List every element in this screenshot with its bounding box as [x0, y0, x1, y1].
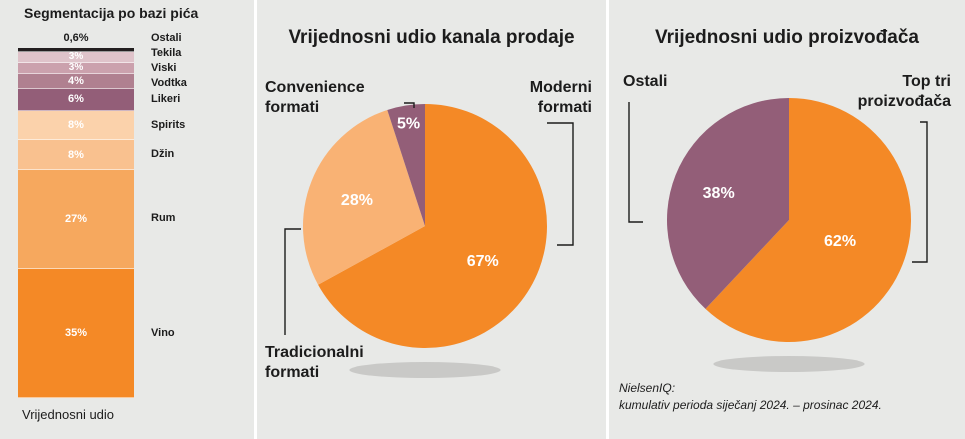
segment-bar-vodtka: 4% — [18, 74, 134, 89]
leader-line — [628, 102, 643, 223]
modern-callout: Moderni formati — [530, 78, 592, 118]
segment-value-label: 35% — [64, 327, 88, 340]
convenience-callout: Convenience formati — [265, 78, 365, 118]
segment-category-label: Vodtka — [151, 77, 187, 89]
pie-shadow — [713, 356, 865, 372]
channel-panel: Vrijednosni udio kanala prodaje 67% 28% 5%… — [257, 0, 606, 439]
segment-category-label: Ostali — [151, 32, 182, 44]
pie-slice-label: 62% — [824, 233, 856, 250]
traditional-callout-line: Tradicionalni — [265, 344, 364, 361]
segment-category-label: Viski — [151, 62, 177, 74]
modern-callout-line: formati — [537, 99, 592, 116]
traditional-callout-line: formati — [265, 364, 320, 381]
convenience-callout-line: formati — [265, 99, 320, 116]
segment-value-label: 27% — [64, 212, 88, 225]
source-note: NielsenIQ: kumulativ perioda siječanj 20… — [619, 380, 882, 414]
producer-pie-chart: 62% 38% — [628, 98, 928, 372]
source-line: kumulativ perioda siječanj 2024. – prosi… — [619, 398, 882, 412]
segment-bar-likeri: 6% — [18, 88, 134, 111]
pie-shadow — [349, 362, 501, 378]
segmentation-footer: Vrijednosni udio — [22, 407, 115, 422]
others-callout-line: Ostali — [623, 73, 668, 90]
source-line: NielsenIQ: — [619, 381, 676, 395]
leader-line — [404, 102, 415, 108]
pie-slice — [667, 98, 789, 309]
segment-bar-ostali — [18, 48, 134, 52]
segment-value-label: 0,6% — [63, 32, 89, 44]
top3-callout: Top tri proizvođača — [858, 72, 951, 112]
segment-value-label: 3% — [68, 50, 84, 62]
pie-slice — [387, 104, 425, 226]
producer-panel: Vrijednosni udio proizvođača 62% 38% Osta… — [609, 0, 965, 439]
segment-category-label: Džin — [151, 148, 175, 161]
segment-category-label: Tekila — [151, 47, 182, 59]
leader-line — [284, 228, 301, 335]
segment-value-label: 8% — [68, 119, 84, 132]
segment-bar-vino: 35% — [18, 269, 134, 398]
segment-bar-rum: 27% — [18, 169, 134, 270]
pie-slice — [303, 109, 425, 285]
pie-slice-label: 67% — [467, 253, 499, 270]
top3-callout-line: proizvođača — [857, 93, 951, 110]
segmentation-panel: Segmentacija po bazi pića 3% 3% 4% 6% 8% 8% 27… — [0, 0, 254, 439]
leader-line — [547, 122, 574, 246]
segment-category-label: Vino — [151, 326, 175, 339]
segment-value-label: 3% — [68, 62, 84, 74]
pie-slice-label: 38% — [703, 185, 735, 202]
modern-callout-line: Moderni — [529, 79, 592, 96]
segment-category-label: Rum — [151, 212, 176, 225]
segment-bar-tekila: 3% — [18, 50, 134, 63]
channel-pie-chart: 67% 28% 5% — [284, 102, 574, 378]
segment-category-label: Spirits — [151, 118, 186, 131]
segment-bar-spirits: 8% — [18, 110, 134, 141]
segment-value-label: 8% — [68, 148, 84, 161]
segment-value-label: 4% — [68, 74, 84, 87]
segment-value-label: 6% — [68, 93, 84, 106]
producer-title: Vrijednosni udio proizvođača — [655, 27, 919, 48]
segment-category-label: Likeri — [151, 92, 181, 105]
segmentation-title: Segmentacija po bazi pića — [24, 5, 199, 21]
channel-title: Vrijednosni udio kanala prodaje — [288, 27, 575, 48]
pie-slice — [705, 98, 911, 343]
others-callout: Ostali — [623, 72, 667, 92]
pie-slice — [318, 104, 547, 348]
leader-line — [912, 121, 928, 263]
traditional-callout: Tradicionalni formati — [265, 343, 364, 383]
segment-bar-viski: 3% — [18, 62, 134, 75]
segment-bar-džin: 8% — [18, 140, 134, 170]
pie-slice-label: 28% — [341, 192, 373, 209]
top3-callout-line: Top tri — [902, 73, 951, 90]
pie-slice-label: 5% — [397, 115, 420, 132]
convenience-callout-line: Convenience — [265, 79, 365, 96]
